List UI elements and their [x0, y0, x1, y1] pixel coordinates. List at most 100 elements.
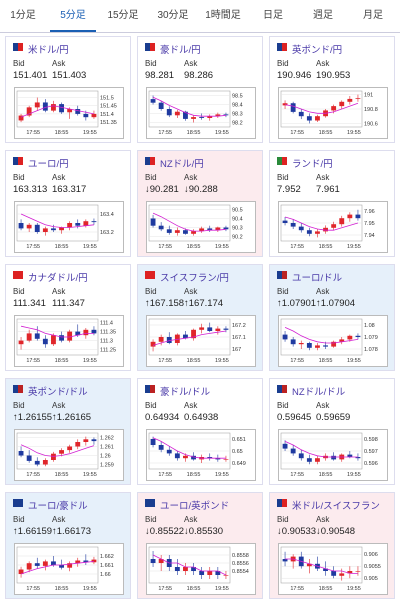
bid-label: Bid [13, 401, 25, 410]
y-tick-label: 90.5 [232, 208, 243, 214]
mini-chart: 1.259 1.26 1.261 1.262 17:55 18:55 19:55 [14, 429, 124, 481]
rate-card[interactable]: 豪ドル/円 Bid Ask 98.281 98.286 98.2 98.3 98.4 98.5 1… [137, 36, 263, 143]
candle-body [158, 559, 164, 563]
tab[interactable]: 週足 [313, 10, 333, 21]
y-tick-label: 190.6 [364, 121, 378, 127]
tab[interactable]: 15分足 [107, 10, 139, 21]
bid-label: Bid [277, 173, 289, 182]
pair-name[interactable]: ユーロ/ドル [292, 273, 343, 284]
x-tick-label: 19:55 [215, 586, 229, 592]
pair-name[interactable]: 豪ドル/円 [160, 45, 201, 56]
bid-value: ↑1.07901 [277, 298, 317, 309]
candle-body [26, 333, 32, 341]
candle-body [215, 227, 221, 231]
candle-body [331, 571, 337, 576]
tab[interactable]: 月足 [363, 10, 383, 21]
mini-chart: 7.94 7.95 7.96 17:55 18:55 19:55 [278, 201, 388, 253]
rate-card[interactable]: 米ドル/円 Bid Ask 151.401 151.403 151.35 151.4 151.… [5, 36, 131, 143]
rate-card[interactable]: ユーロ/豪ドル Bid Ask ↑1.66159 ↑1.66173 1.66 1.661 1.… [5, 492, 131, 599]
pair-name[interactable]: 英ポンド/円 [292, 45, 343, 56]
pair-name[interactable]: ユーロ/円 [28, 159, 69, 170]
x-tick-label: 17:55 [290, 244, 304, 250]
rate-card[interactable]: ランド/円 Bid Ask 7.952 7.961 7.94 7.95 7.96 17:55 18… [269, 150, 395, 257]
mini-chart: 190.6 190.8 191 17:55 18:55 19:55 [278, 87, 388, 139]
x-tick-label: 18:55 [55, 472, 69, 478]
ask-label: Ask [52, 515, 66, 524]
moving-average [284, 102, 359, 114]
y-tick-label: 163.2 [100, 230, 114, 236]
tab[interactable]: 日足 [263, 10, 283, 21]
bid-label: Bid [145, 173, 157, 182]
candle-body [59, 335, 64, 341]
pair-name[interactable]: スイスフラン/円 [160, 273, 229, 284]
rate-card[interactable]: ユーロ/円 Bid Ask 163.313 163.317 163.2 163.4 17:55… [5, 150, 131, 257]
candle-body [315, 231, 320, 234]
pair-name[interactable]: ランド/円 [292, 159, 333, 170]
rate-card[interactable]: スイスフラン/円 Bid Ask ↑167.158 ↑167.174 167 167.1 16… [137, 264, 263, 371]
ask-value: 163.317 [52, 184, 87, 195]
x-tick-label: 17:55 [290, 472, 304, 478]
candle-body [207, 571, 213, 575]
candle-body [183, 334, 188, 339]
bid-value: 151.401 [13, 70, 48, 81]
pair-name[interactable]: 豪ドル/ドル [160, 387, 211, 398]
rate-card[interactable]: カナダドル/円 Bid Ask 111.341 111.347 111.25 111.3 11… [5, 264, 131, 371]
bid-value: 163.313 [13, 184, 48, 195]
pair-name[interactable]: ユーロ/英ポンド [160, 501, 230, 512]
bid-label: Bid [277, 515, 289, 524]
rate-card[interactable]: ユーロ/ドル Bid Ask ↑1.07901 ↑1.07904 1.078 1.079 1.… [269, 264, 395, 371]
bid-label: Bid [145, 515, 157, 524]
y-tick-label: 0.649 [232, 461, 246, 467]
candle-body [339, 573, 345, 576]
candle-body [215, 458, 221, 460]
tab[interactable]: 30分足 [157, 10, 189, 21]
candle-body [223, 328, 229, 330]
rate-card[interactable]: 豪ドル/ドル Bid Ask 0.64934 0.64938 0.649 0.65 0.651… [137, 378, 263, 485]
candle-body [355, 335, 361, 337]
ask-label: Ask [184, 59, 198, 68]
rate-card[interactable]: NZドル/ドル Bid Ask 0.59645 0.59659 0.596 0.597 0.5… [269, 378, 395, 485]
pair-name[interactable]: カナダドル/円 [28, 273, 88, 284]
candle-body [83, 329, 89, 336]
tab[interactable]: 1時間足 [205, 10, 241, 21]
candle-body [207, 327, 213, 331]
rate-card[interactable]: 米ドル/スイスフラン Bid Ask ↓0.90533 ↓0.90548 0.905 0.9… [269, 492, 395, 599]
pair-name[interactable]: ユーロ/豪ドル [28, 501, 88, 512]
ask-label: Ask [184, 401, 198, 410]
pair-name[interactable]: 米ドル/円 [28, 45, 69, 56]
pair-name[interactable]: NZドル/ドル [292, 387, 346, 398]
candle-body [290, 103, 296, 112]
rate-card[interactable]: ユーロ/英ポンド Bid Ask ↓0.85522 ↓0.85530 0.8554 0.85… [137, 492, 263, 599]
rate-card[interactable]: 英ポンド/ドル Bid Ask ↑1.26155 ↑1.26165 1.259 1.26 1.… [5, 378, 131, 485]
pair-name[interactable]: 英ポンド/ドル [28, 387, 88, 398]
x-tick-label: 17:55 [158, 244, 172, 250]
bid-value: ↓0.85522 [145, 526, 185, 537]
candle-body [75, 442, 81, 447]
candle-body [223, 227, 229, 230]
bid-value: 0.64934 [145, 412, 180, 423]
y-tick-label: 151.4 [100, 112, 114, 118]
moving-average [284, 327, 359, 344]
pair-name[interactable]: 米ドル/スイスフラン [292, 501, 380, 512]
candle-body [306, 116, 312, 121]
candle-body [183, 111, 188, 119]
bid-value: ↑1.26155 [13, 412, 53, 423]
tab[interactable]: 1分足 [10, 10, 36, 21]
candle-body [42, 561, 48, 566]
plot-frame [148, 90, 231, 128]
x-tick-label: 19:55 [215, 472, 229, 478]
candle-body [355, 98, 361, 99]
rate-card[interactable]: 英ポンド/円 Bid Ask 190.946 190.953 190.6 190.8 191 1… [269, 36, 395, 143]
y-tick-label: 0.598 [364, 437, 378, 443]
y-tick-label: 151.5 [100, 96, 114, 102]
x-tick-label: 17:55 [26, 472, 40, 478]
tab[interactable]: 5分足 [50, 0, 96, 32]
candle-body [290, 339, 296, 345]
plot-frame [16, 318, 99, 356]
pair-name[interactable]: NZドル/円 [160, 159, 204, 170]
chart-frame [278, 543, 388, 595]
rate-card[interactable]: NZドル/円 Bid Ask ↓90.281 ↓90.288 90.2 90.3 90.4 90… [137, 150, 263, 257]
candle-body [174, 334, 180, 343]
y-tick-label: 111.35 [100, 330, 116, 336]
candle-body [331, 341, 337, 347]
